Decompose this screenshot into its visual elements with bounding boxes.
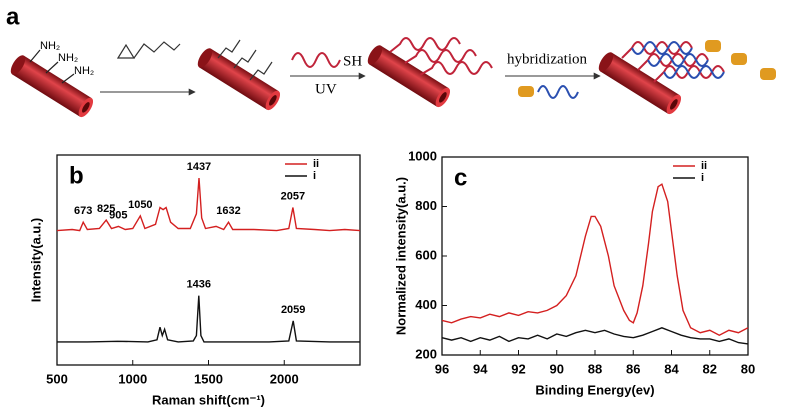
x-tick-label: 1000 [118,371,147,386]
dna-strand [537,85,579,99]
alkene-chain [217,39,273,81]
label-tag [705,40,721,52]
x-tick-label: 90 [550,361,564,376]
x-tick-label: 1500 [194,371,223,386]
y-axis-label: Intensity(a.u.) [28,218,43,303]
peak-label: 1437 [187,161,211,173]
label-tag [731,53,747,65]
y-axis-label: Normalized intensity(a.u.) [393,177,408,335]
dna-strand [631,41,725,79]
dna-strand [291,52,341,68]
amine-label: NH₂ [40,40,60,52]
label-tag [760,68,776,80]
legend-label: ii [701,160,707,172]
peak-label: 2057 [281,190,305,202]
x-axis-label: Binding Energy(ev) [535,382,654,397]
peak-label: 673 [74,205,92,217]
nanotube [7,53,96,120]
scheme: a NH₂ NH₂ NH₂ SH UV hybridization [6,3,776,120]
x-tick-label: 80 [741,361,755,376]
x-axis-label: Raman shift(cm⁻¹) [152,392,265,407]
panel-label: c [454,164,467,191]
panel-label: a [6,3,20,30]
peak-label: 905 [109,209,127,221]
peak-label: 1632 [216,205,240,217]
amine-label: NH₂ [74,65,94,77]
y-tick-label: 400 [415,297,437,312]
series-line [441,183,749,336]
y-tick-label: 600 [415,247,437,262]
plot-frame [441,156,749,356]
x-tick-label: 84 [664,361,679,376]
dna-strand [621,41,725,83]
legend-label: i [701,172,704,184]
plot-frame [56,154,361,366]
dna-strand [389,37,493,76]
thiol-label: SH [343,53,362,69]
nanotube [595,50,684,117]
step-label: hybridization [507,51,587,67]
amine-label: NH₂ [58,52,78,64]
x-tick-label: 92 [511,361,525,376]
peak-label: 825 [97,203,115,215]
x-tick-label: 82 [703,361,717,376]
label-tag [518,86,534,97]
step-label: UV [315,81,337,97]
series-line [56,178,361,232]
panel-label: b [69,162,84,189]
peak-label: 1436 [187,279,211,291]
legend-label: ii [313,158,319,170]
x-tick-label: 500 [46,371,68,386]
legend-label: i [313,170,316,182]
reagent [116,41,181,59]
x-tick-label: 88 [588,361,602,376]
series-line [57,295,360,343]
peak-label: 1050 [128,199,152,211]
y-tick-label: 200 [415,346,437,361]
x-tick-label: 86 [626,361,640,376]
nanotube [194,46,283,113]
x-tick-label: 96 [435,361,449,376]
x-tick-label: 2000 [270,371,299,386]
y-tick-label: 1000 [408,148,437,163]
series-line [441,327,749,345]
nanotube [364,43,453,110]
x-tick-label: 94 [473,361,488,376]
y-tick-label: 800 [415,198,437,213]
amine-bond [29,49,75,84]
peak-label: 2059 [281,304,305,316]
